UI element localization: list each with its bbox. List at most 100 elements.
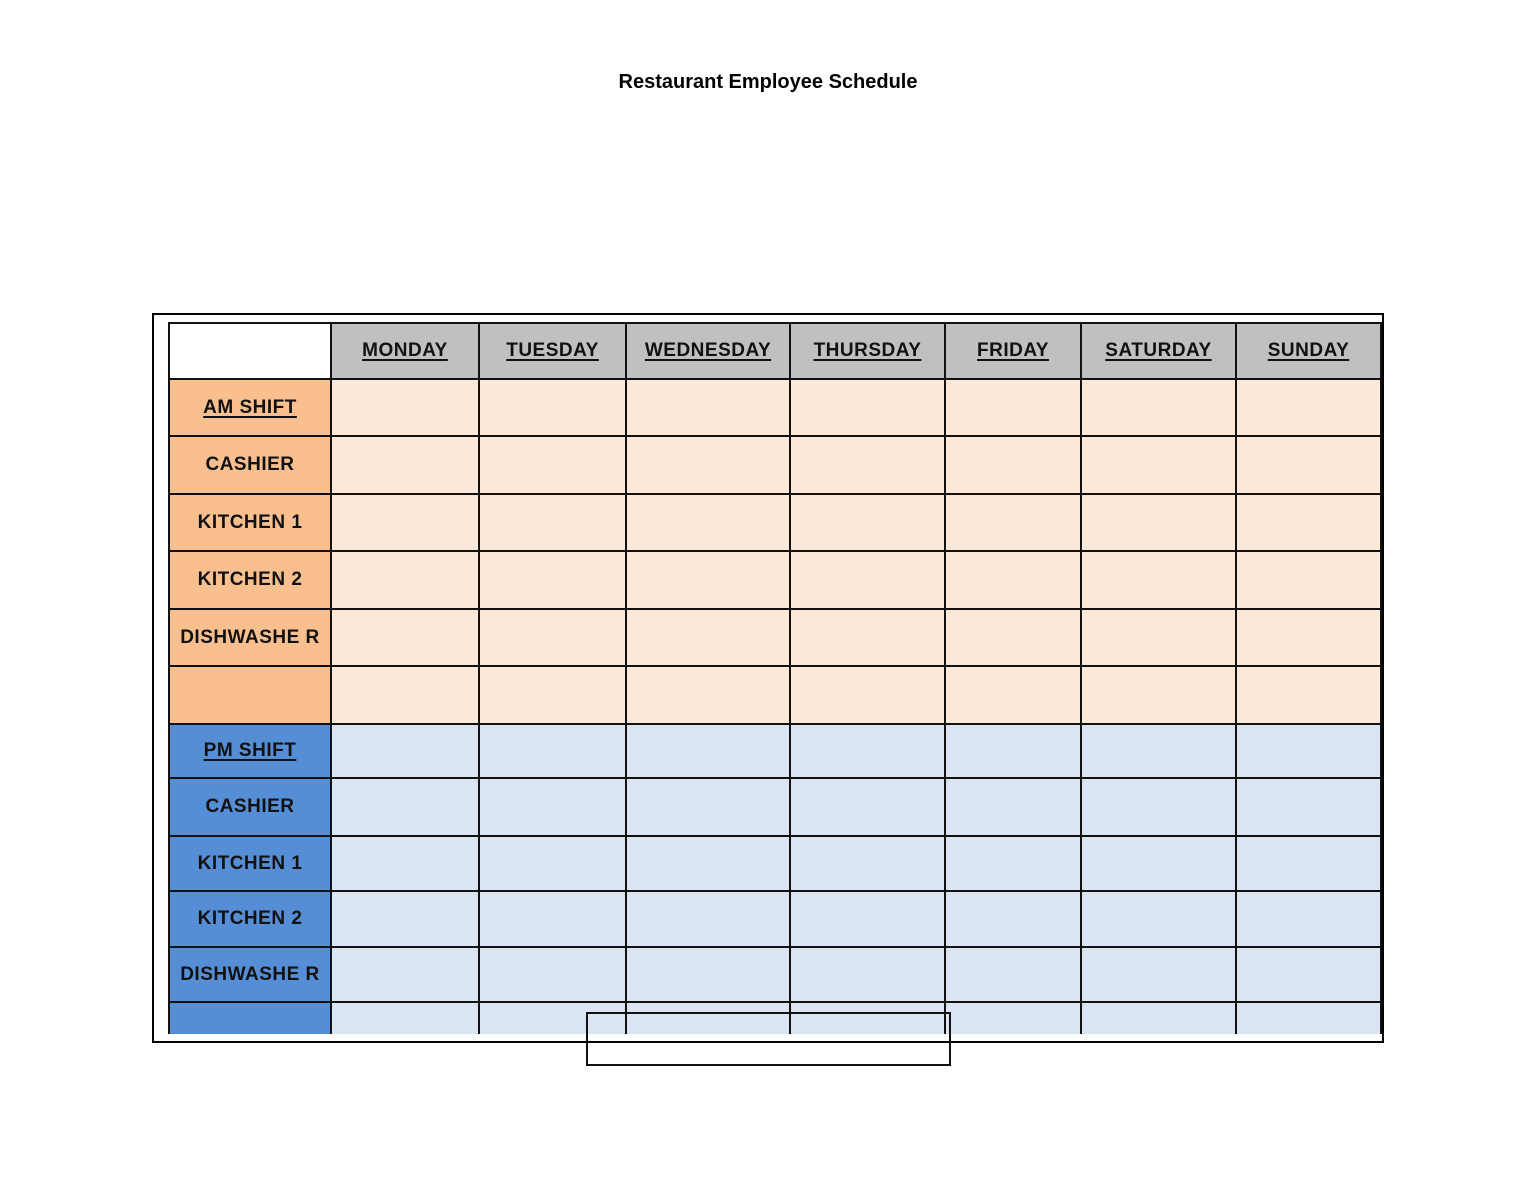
schedule-cell[interactable]: [627, 610, 791, 667]
schedule-cell[interactable]: [627, 892, 791, 948]
am-role-label: CASHIER: [168, 437, 332, 495]
schedule-cell[interactable]: [1082, 1003, 1237, 1034]
schedule-cell[interactable]: [791, 380, 946, 437]
schedule-cell[interactable]: [332, 437, 480, 495]
schedule-cell[interactable]: [791, 552, 946, 610]
schedule-cell[interactable]: [791, 437, 946, 495]
day-header: SATURDAY: [1082, 322, 1237, 380]
schedule-cell[interactable]: [480, 837, 627, 892]
schedule-cell[interactable]: [791, 610, 946, 667]
schedule-cell[interactable]: [332, 725, 480, 779]
cell-label: MONDAY: [362, 340, 448, 361]
schedule-cell[interactable]: [1082, 948, 1237, 1003]
schedule-cell[interactable]: [627, 437, 791, 495]
schedule-cell[interactable]: [791, 495, 946, 552]
schedule-cell[interactable]: [1082, 837, 1237, 892]
schedule-cell[interactable]: [1082, 610, 1237, 667]
schedule-cell[interactable]: [627, 380, 791, 437]
schedule-cell[interactable]: [627, 552, 791, 610]
schedule-cell[interactable]: [946, 779, 1082, 837]
schedule-cell[interactable]: [1237, 667, 1382, 725]
cell-label: DISHWASHE R: [180, 963, 320, 985]
schedule-cell[interactable]: [946, 948, 1082, 1003]
schedule-cell[interactable]: [332, 779, 480, 837]
schedule-cell[interactable]: [1237, 1003, 1382, 1034]
schedule-cell[interactable]: [1082, 380, 1237, 437]
schedule-cell[interactable]: [332, 837, 480, 892]
schedule-cell[interactable]: [791, 837, 946, 892]
schedule-cell[interactable]: [946, 380, 1082, 437]
pm-role-label: DISHWASHE R: [168, 948, 332, 1003]
schedule-cell[interactable]: [332, 667, 480, 725]
schedule-cell[interactable]: [1237, 610, 1382, 667]
cell-label: KITCHEN 2: [197, 908, 303, 929]
schedule-cell[interactable]: [1082, 892, 1237, 948]
schedule-cell[interactable]: [480, 667, 627, 725]
schedule-cell[interactable]: [480, 948, 627, 1003]
schedule-cell[interactable]: [791, 1003, 946, 1034]
am-role-label: [168, 667, 332, 725]
pm-role-label: KITCHEN 1: [168, 837, 332, 892]
cell-label: KITCHEN 1: [197, 511, 303, 533]
schedule-cell[interactable]: [946, 1003, 1082, 1034]
schedule-cell[interactable]: [791, 667, 946, 725]
schedule-cell[interactable]: [1082, 725, 1237, 779]
schedule-cell[interactable]: [1082, 495, 1237, 552]
am-role-label: KITCHEN 2: [168, 552, 332, 610]
schedule-cell[interactable]: [1082, 779, 1237, 837]
schedule-cell[interactable]: [946, 837, 1082, 892]
schedule-cell[interactable]: [1237, 725, 1382, 779]
schedule-cell[interactable]: [946, 437, 1082, 495]
schedule-cell[interactable]: [1237, 495, 1382, 552]
schedule-cell[interactable]: [946, 610, 1082, 667]
schedule-cell[interactable]: [1237, 948, 1382, 1003]
day-header: TUESDAY: [480, 322, 627, 380]
schedule-cell[interactable]: [480, 552, 627, 610]
schedule-cell[interactable]: [332, 495, 480, 552]
schedule-cell[interactable]: [946, 495, 1082, 552]
schedule-cell[interactable]: [946, 725, 1082, 779]
schedule-cell[interactable]: [946, 552, 1082, 610]
schedule-cell[interactable]: [627, 837, 791, 892]
schedule-cell[interactable]: [627, 1003, 791, 1034]
schedule-cell[interactable]: [480, 892, 627, 948]
schedule-cell[interactable]: [1237, 892, 1382, 948]
schedule-cell[interactable]: [627, 725, 791, 779]
schedule-cell[interactable]: [1237, 380, 1382, 437]
schedule-cell[interactable]: [480, 380, 627, 437]
schedule-cell[interactable]: [627, 779, 791, 837]
cell-label: CASHIER: [205, 796, 295, 817]
schedule-cell[interactable]: [627, 495, 791, 552]
schedule-cell[interactable]: [1237, 437, 1382, 495]
schedule-cell[interactable]: [332, 948, 480, 1003]
schedule-cell[interactable]: [1237, 779, 1382, 837]
schedule-cell[interactable]: [480, 779, 627, 837]
schedule-cell[interactable]: [332, 1003, 480, 1034]
schedule-cell[interactable]: [791, 725, 946, 779]
schedule-cell[interactable]: [332, 380, 480, 437]
schedule-cell[interactable]: [480, 1003, 627, 1034]
schedule-cell[interactable]: [1082, 667, 1237, 725]
schedule-cell[interactable]: [1237, 552, 1382, 610]
schedule-cell[interactable]: [946, 892, 1082, 948]
schedule-cell[interactable]: [1082, 437, 1237, 495]
schedule-cell[interactable]: [791, 948, 946, 1003]
schedule-cell[interactable]: [1237, 837, 1382, 892]
cell-label: PM SHIFT: [203, 740, 297, 761]
schedule-cell[interactable]: [332, 552, 480, 610]
schedule-cell[interactable]: [1082, 552, 1237, 610]
schedule-cell[interactable]: [332, 892, 480, 948]
schedule-cell[interactable]: [627, 948, 791, 1003]
schedule-cell[interactable]: [946, 667, 1082, 725]
schedule-cell[interactable]: [480, 495, 627, 552]
overlay-box: [586, 1012, 951, 1066]
schedule-cell[interactable]: [480, 725, 627, 779]
schedule-cell[interactable]: [791, 779, 946, 837]
schedule-cell[interactable]: [480, 610, 627, 667]
schedule-cell[interactable]: [332, 610, 480, 667]
schedule-cell[interactable]: [791, 892, 946, 948]
cell-label: KITCHEN 2: [197, 569, 303, 590]
schedule-cell[interactable]: [627, 667, 791, 725]
cell-label: SATURDAY: [1105, 340, 1212, 361]
schedule-cell[interactable]: [480, 437, 627, 495]
